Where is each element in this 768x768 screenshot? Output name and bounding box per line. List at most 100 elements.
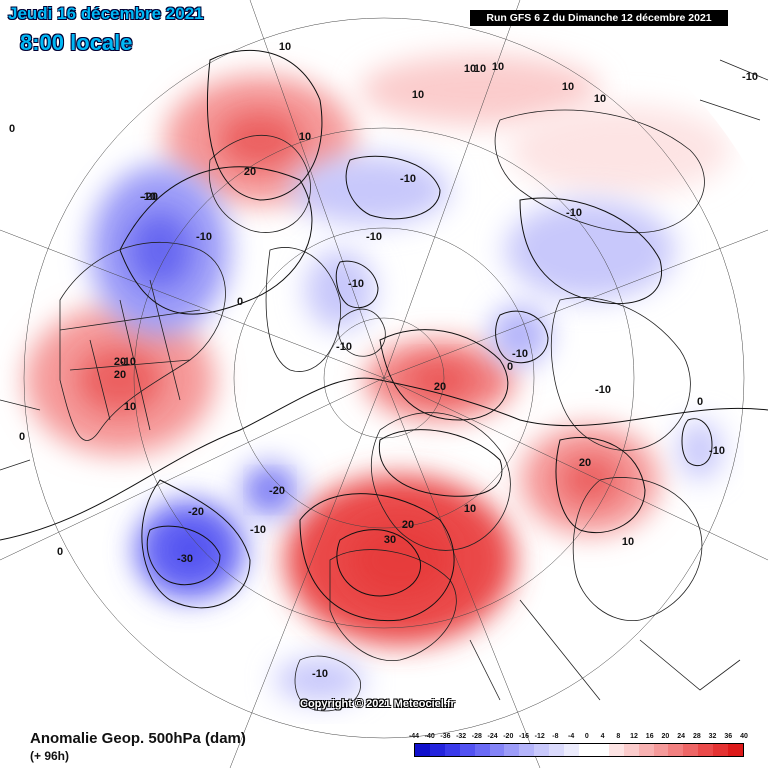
legend-swatch — [564, 744, 579, 756]
contour-label: -10 — [742, 71, 758, 83]
legend-tick: 40 — [740, 733, 748, 740]
contour-label: -30 — [177, 553, 193, 565]
contour-label: 10 — [124, 401, 136, 413]
contour-label: 0 — [507, 361, 513, 373]
legend-swatch — [698, 744, 714, 756]
contour-label: -10 — [366, 231, 382, 243]
legend-swatch — [429, 744, 445, 756]
contour-label: -20 — [269, 485, 285, 497]
contour-label: 20 — [402, 519, 414, 531]
legend-tick: -44 — [408, 733, 420, 740]
contour-label: -10 — [512, 348, 528, 360]
contour-label: 0 — [697, 396, 703, 408]
legend-swatch — [578, 744, 594, 756]
legend-swatch — [459, 744, 475, 756]
contour-label: 10 — [299, 131, 311, 143]
contour-label: -10 — [595, 384, 611, 396]
contour-label: 0 — [237, 296, 243, 308]
anomaly-core — [217, 110, 303, 170]
legend-swatch — [474, 744, 490, 756]
contour-label: 20 — [579, 457, 591, 469]
legend-tick: -8 — [552, 733, 559, 740]
legend-swatch — [519, 744, 535, 756]
contour-label: 10 — [279, 41, 291, 53]
legend-swatch — [549, 744, 565, 756]
legend-swatch — [683, 744, 699, 756]
contour-label: -10 — [566, 207, 582, 219]
anomaly-core — [165, 527, 215, 573]
forecast-date: Jeudi 16 décembre 2021 — [8, 4, 204, 23]
anomaly-core — [348, 521, 452, 599]
lead-time: (+ 96h) — [30, 749, 70, 763]
legend-tick: -36 — [440, 733, 451, 740]
contour-label: 0 — [19, 431, 25, 443]
contour-label: -10 — [196, 231, 212, 243]
legend-tick: -16 — [518, 733, 530, 740]
legend-tick: -12 — [534, 733, 545, 740]
contour-label: 10 — [464, 503, 476, 515]
legend-swatch — [638, 744, 654, 756]
legend-swatch — [668, 744, 684, 756]
legend-swatch — [653, 744, 669, 756]
negative-anomaly — [275, 658, 365, 702]
contour-label: -20 — [142, 191, 158, 203]
contour-label: -10 — [120, 356, 136, 368]
legend-tick: 0 — [584, 733, 589, 740]
model-run: Run GFS 6 Z du Dimanche 12 décembre 2021 — [470, 10, 728, 26]
contour-label: -10 — [140, 191, 156, 203]
legend-tick: 36 — [724, 733, 733, 740]
legend-swatch — [534, 744, 550, 756]
legend-tick: -28 — [471, 733, 482, 740]
contour-label: 20 — [434, 381, 446, 393]
forecast-time: 8:00 locale — [20, 30, 133, 55]
contour-label: 10 — [492, 61, 504, 73]
anomaly-core — [77, 346, 163, 414]
legend-tick: -24 — [487, 733, 498, 740]
legend-tick: 24 — [677, 733, 686, 740]
legend-tick: 20 — [661, 733, 670, 740]
contour-label: 20 — [114, 356, 126, 368]
copyright: Copyright © 2021 Meteociel.fr — [300, 698, 455, 710]
legend-tick: 28 — [692, 733, 701, 740]
anomaly-core — [128, 211, 192, 289]
legend-tick: 16 — [645, 733, 654, 740]
legend-swatch — [444, 744, 460, 756]
color-legend: -44 -40 -36 -32 -28 -24 -20 -16 -12 -8 -4 0 4 8 12 16 20… — [409, 733, 748, 757]
contour-label: 0 — [57, 546, 63, 558]
contour-label: -10 — [709, 445, 725, 457]
legend-tick: 12 — [630, 733, 638, 740]
legend-swatch — [713, 744, 729, 756]
legend-tick: -20 — [503, 733, 514, 740]
contour-label: 30 — [384, 534, 396, 546]
legend-swatch — [504, 744, 520, 756]
anomaly-contours — [0, 49, 768, 622]
legend-tick: -4 — [568, 733, 575, 740]
legend-tick: 4 — [600, 733, 605, 740]
contour-label: 20 — [244, 166, 256, 178]
legend-swatch — [593, 744, 609, 756]
positive-anomaly — [360, 55, 600, 125]
legend-swatch — [623, 744, 639, 756]
legend-swatch — [415, 744, 430, 756]
negative-anomaly — [505, 200, 675, 300]
contour-label: 10 — [562, 81, 574, 93]
contour-label: -10 — [348, 278, 364, 290]
legend-swatch — [489, 744, 505, 756]
parameter-title: Anomalie Geop. 500hPa (dam) — [30, 730, 246, 747]
contour-label: 10 — [622, 536, 634, 548]
anomaly-core — [558, 455, 622, 505]
anomaly-core — [256, 477, 284, 503]
legend-swatch — [728, 744, 743, 756]
contour-label: 0 — [9, 123, 15, 135]
negative-anomaly — [290, 155, 450, 225]
contour-label: 10 — [464, 63, 476, 75]
coastlines — [0, 59, 768, 712]
negative-anomaly — [305, 250, 375, 330]
contour-label: 20 — [114, 369, 126, 381]
contour-label: 10 — [412, 89, 424, 101]
legend-tick: 8 — [616, 733, 621, 740]
contour-label: -20 — [188, 506, 204, 518]
contour-label: 10 — [474, 63, 486, 75]
